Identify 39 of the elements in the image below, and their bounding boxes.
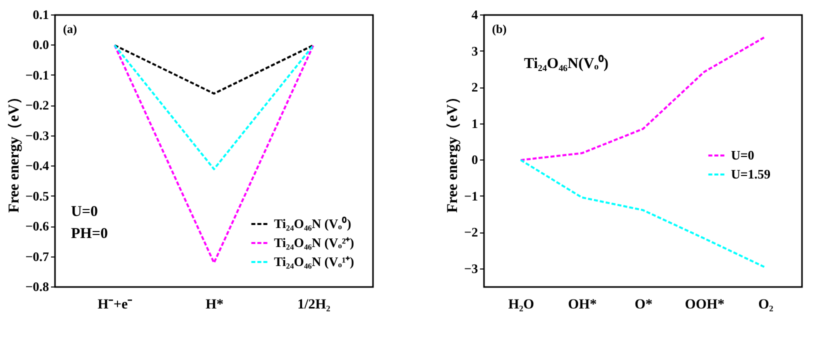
x-tick-label: H₂O — [508, 298, 534, 312]
legend-label: U=0 — [731, 148, 754, 163]
x-tick-label: OH* — [568, 298, 597, 312]
legend-label: Ti₂₄O₄₆N (Vₒ¹⁺) — [274, 254, 354, 269]
line-series — [520, 36, 766, 162]
y-tick-label: 0 — [472, 152, 478, 168]
y-tick-label: −0.1 — [25, 67, 49, 82]
legend-label: Ti₂₄O₄₆N (Vₒ²⁺) — [274, 235, 354, 250]
y-tick-label: −0.5 — [25, 188, 50, 204]
y-tick-label: −0.2 — [25, 98, 49, 113]
y-tick-label: −2 — [464, 224, 478, 240]
y-tick-label: −0.6 — [25, 218, 50, 234]
y-axis-title: Free energy（eV） — [445, 89, 462, 213]
y-tick-label: −0.8 — [25, 279, 50, 294]
x-tick-label: O* — [634, 298, 652, 312]
annotation: (a) — [63, 22, 77, 36]
annotation: Ti₂₄O₄₆N(Vₒ⁰) — [524, 54, 609, 72]
y-tick-label: −0.3 — [25, 128, 50, 143]
y-tick-label: 4 — [472, 7, 478, 22]
y-axis-title: Free energy（eV） — [6, 89, 22, 213]
y-tick-label: 1 — [472, 116, 478, 131]
y-tick-label: −1 — [464, 188, 478, 204]
x-tick-label: H* — [206, 298, 224, 312]
x-tick-label: O₂ — [758, 298, 774, 312]
annotation: PH=0 — [71, 226, 108, 242]
y-tick-label: −0.7 — [25, 248, 50, 264]
legend-label: Ti₂₄O₄₆N (Vₒ⁰) — [274, 216, 352, 231]
y-tick-label: −3 — [464, 260, 478, 276]
x-tick-label: 1/2H₂ — [297, 298, 330, 312]
legend-label: U=1.59 — [731, 166, 772, 182]
x-tick-label: OOH* — [684, 298, 724, 312]
y-tick-label: −0.4 — [25, 158, 50, 174]
annotation: U=0 — [71, 204, 98, 220]
y-tick-label: 0.0 — [32, 37, 49, 52]
y-tick-label: 0.1 — [32, 7, 49, 22]
y-tick-label: 3 — [472, 43, 478, 58]
y-tick-label: 2 — [472, 80, 478, 95]
x-tick-label: H⁻+e⁻ — [98, 298, 133, 312]
annotation: (b) — [492, 22, 507, 36]
